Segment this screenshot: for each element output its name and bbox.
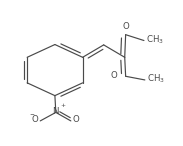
Text: O: O	[73, 115, 79, 124]
Text: CH$_3$: CH$_3$	[147, 73, 165, 85]
Text: +: +	[60, 103, 65, 108]
Text: −: −	[29, 112, 34, 117]
Text: N: N	[53, 107, 59, 116]
Text: O: O	[122, 22, 129, 31]
Text: CH$_3$: CH$_3$	[146, 34, 164, 46]
Text: O: O	[111, 71, 117, 80]
Text: O: O	[32, 115, 38, 124]
